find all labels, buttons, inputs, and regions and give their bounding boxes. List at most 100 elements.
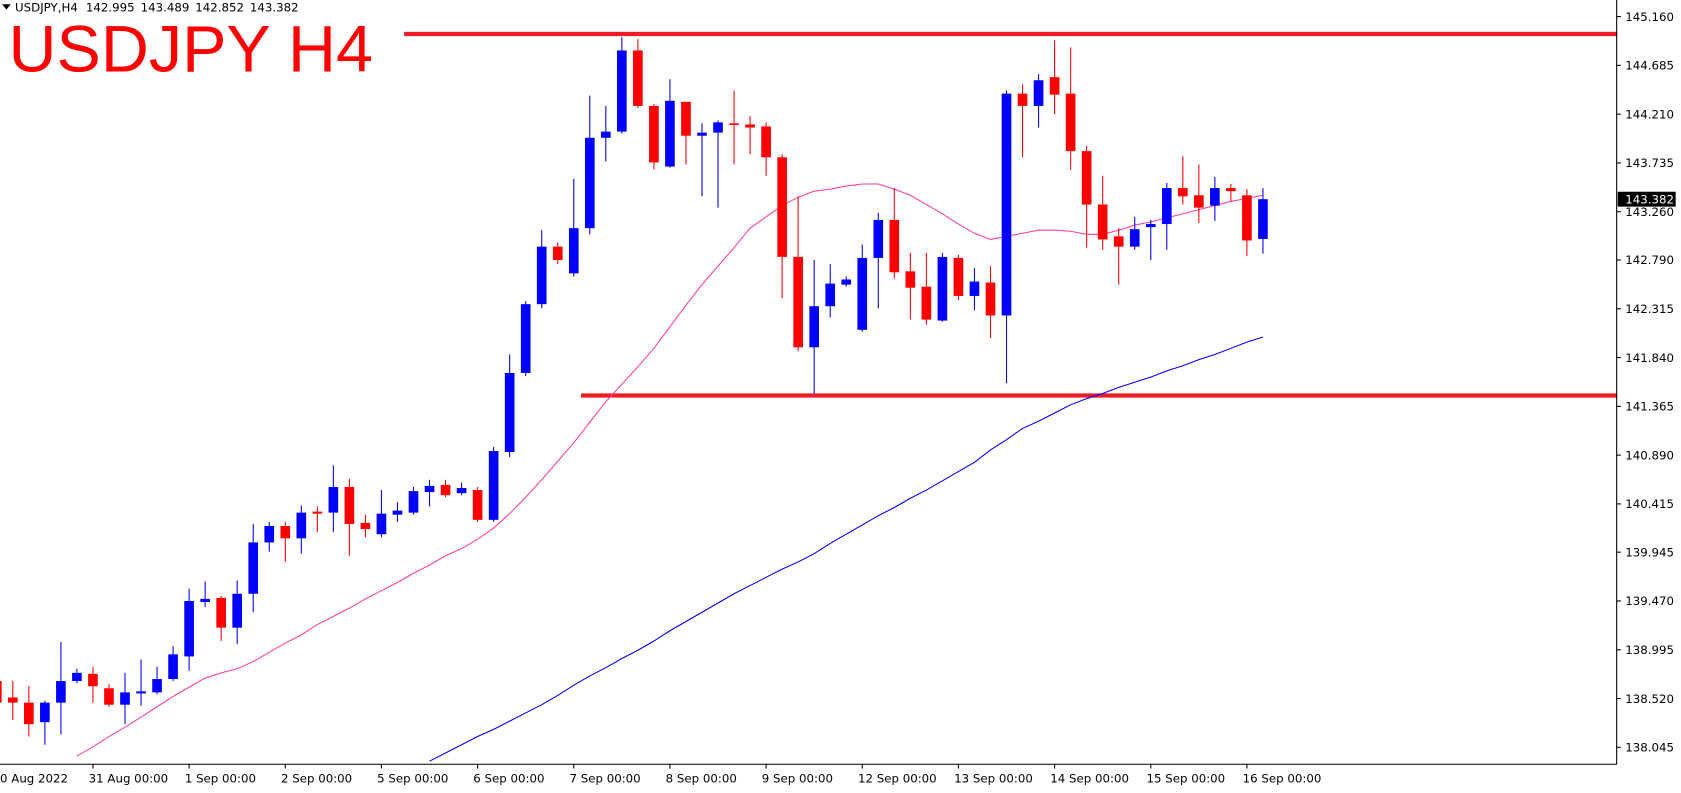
candle-body: [1017, 93, 1028, 106]
candle-body: [825, 283, 836, 307]
candle-body: [264, 525, 275, 543]
y-tick-label: 139.945: [1625, 545, 1674, 559]
candle-body: [617, 50, 627, 132]
candle-body: [905, 271, 916, 288]
candle-body: [889, 219, 900, 273]
candle-body: [344, 486, 355, 524]
x-tick-label: 7 Sep 00:00: [569, 771, 640, 785]
candle-body: [408, 491, 419, 513]
candle-body: [456, 487, 467, 494]
candle-body: [536, 246, 547, 305]
x-tick-label: 5 Sep 00:00: [377, 771, 448, 785]
candle: [889, 188, 900, 279]
x-tick-label: 9 Sep 00:00: [762, 771, 833, 785]
candle-body: [633, 50, 643, 106]
candle: [1049, 40, 1060, 115]
candle: [456, 482, 467, 496]
candle: [7, 681, 18, 721]
candle: [1113, 228, 1124, 285]
candle: [24, 686, 34, 737]
candle-body: [601, 131, 611, 138]
candle: [761, 122, 771, 176]
candle: [969, 268, 980, 311]
candle-body: [376, 513, 387, 535]
candle: [649, 103, 659, 170]
candle: [504, 354, 515, 458]
candle: [296, 505, 307, 554]
candle: [536, 230, 547, 309]
candle-body: [280, 525, 291, 539]
x-tick-label: 8 Sep 00:00: [666, 771, 737, 785]
candle-body: [697, 132, 707, 136]
candle-body: [520, 304, 531, 373]
x-tick-label: 16 Sep 00:00: [1243, 771, 1322, 785]
candle: [216, 595, 226, 642]
candle: [136, 659, 146, 706]
candle-body: [1113, 236, 1124, 247]
candle-body: [937, 256, 948, 321]
candle-body: [873, 219, 884, 258]
candle: [232, 580, 243, 645]
candle: [552, 242, 563, 265]
candle-body: [72, 672, 82, 682]
candle: [1161, 182, 1172, 250]
candle: [120, 672, 130, 725]
candle: [88, 666, 98, 703]
candle-body: [1194, 195, 1204, 208]
symbol: USDJPY,H4: [15, 1, 78, 15]
candle-body: [713, 122, 723, 133]
candle-body: [7, 697, 18, 703]
candle: [697, 123, 707, 197]
candle: [488, 446, 499, 522]
candle-body: [568, 228, 579, 274]
candle-body: [440, 484, 451, 496]
candle-body: [985, 282, 996, 316]
plot-area: [0, 31, 1617, 762]
candle: [905, 252, 916, 320]
candle: [424, 479, 435, 507]
candle-body: [1049, 77, 1060, 95]
candle: [665, 79, 675, 168]
candle-body: [1001, 93, 1012, 316]
candle-body: [1161, 188, 1172, 225]
candle-body: [761, 126, 771, 158]
y-tick-label: 140.890: [1625, 448, 1674, 462]
y-tick-label: 138.995: [1625, 643, 1674, 657]
candle: [1129, 216, 1140, 250]
candle: [1194, 164, 1204, 224]
candle-body: [969, 281, 980, 296]
candle-body: [104, 688, 114, 705]
candle: [520, 301, 531, 377]
candle-body: [745, 124, 755, 128]
y-tick-label: 141.365: [1625, 400, 1674, 414]
candle: [1017, 84, 1028, 158]
candle: [777, 154, 787, 298]
candle-body: [1129, 229, 1140, 247]
price-box: [1617, 191, 1676, 207]
candle-body: [921, 286, 932, 320]
candle: [344, 478, 355, 556]
candle-body: [729, 123, 739, 125]
candle-body: [488, 451, 499, 520]
price-box-label: 143.382: [1625, 192, 1674, 206]
moving-average-line: [76, 183, 1264, 757]
candle-body: [1145, 224, 1156, 228]
header-close: 143.382: [250, 1, 299, 15]
candle: [264, 521, 275, 552]
candle: [1242, 189, 1252, 256]
candle-body: [1258, 199, 1268, 239]
candle: [921, 252, 932, 325]
candle-body: [1065, 93, 1076, 152]
x-tick-label: 1 Sep 00:00: [185, 771, 256, 785]
x-tick-label: 30 Aug 2022: [0, 771, 68, 785]
candle-body: [953, 257, 964, 296]
candle: [1258, 188, 1268, 254]
candle-body: [793, 256, 803, 348]
candle-body: [584, 137, 595, 229]
y-tick-label: 142.790: [1625, 253, 1674, 267]
candle: [1081, 145, 1092, 248]
candle-body: [232, 593, 243, 628]
candle: [584, 95, 595, 235]
candle-body: [296, 512, 307, 539]
